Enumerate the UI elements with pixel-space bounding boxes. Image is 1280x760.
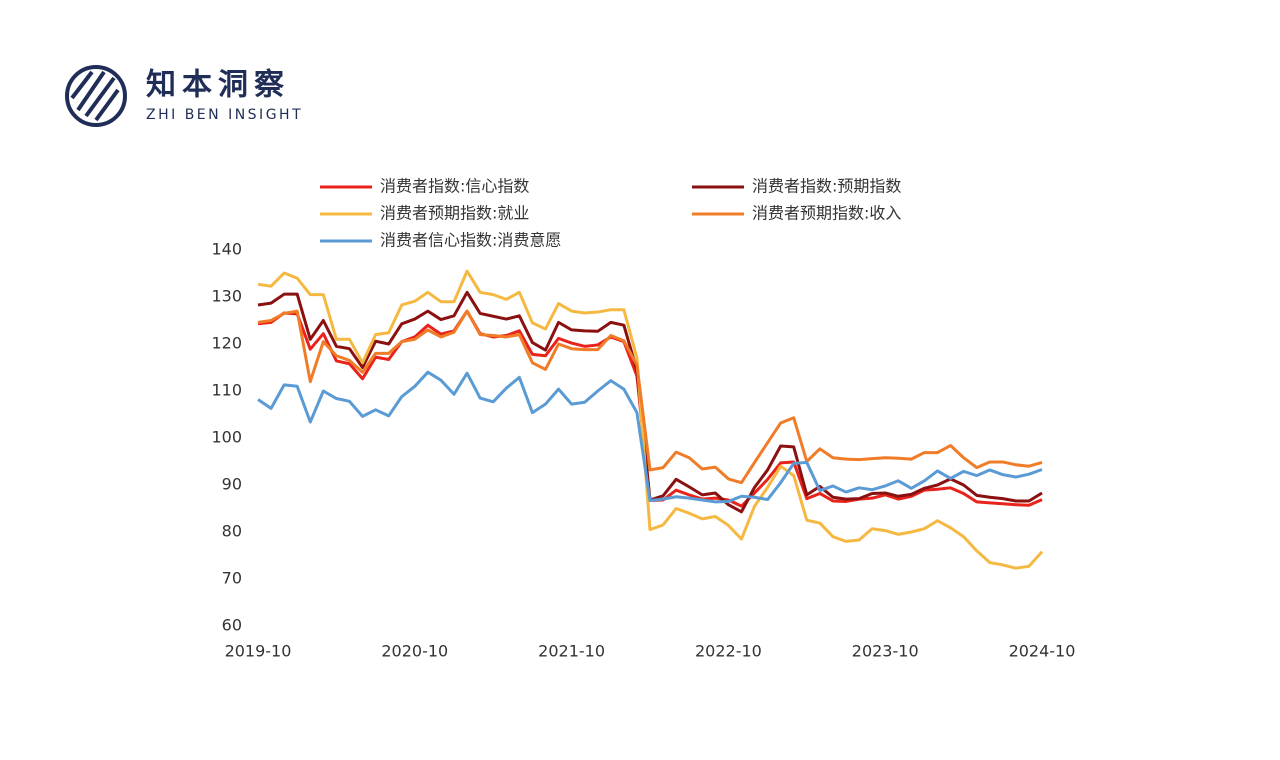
y-tick-label: 110 [211, 381, 242, 400]
x-tick-label: 2022-10 [695, 642, 762, 661]
logo-icon [65, 65, 127, 127]
x-tick-label: 2020-10 [381, 642, 448, 661]
x-tick-label: 2021-10 [538, 642, 605, 661]
y-tick-label: 100 [211, 428, 242, 447]
logo-name: 知本洞察 [146, 68, 290, 103]
x-tick-label: 2023-10 [852, 642, 919, 661]
series-line [257, 290, 1043, 514]
legend-label: 消费者指数:预期指数 [752, 177, 901, 196]
series-line [257, 370, 1043, 504]
series-line [257, 269, 1044, 570]
y-tick-label: 90 [222, 475, 242, 494]
y-tick-label: 140 [211, 240, 242, 259]
legend-label: 消费者指数:信心指数 [380, 177, 529, 196]
x-tick-label: 2019-10 [225, 642, 292, 661]
legend-label: 消费者信心指数:消费意愿 [380, 231, 561, 250]
x-tick-label: 2024-10 [1009, 642, 1076, 661]
y-tick-label: 60 [222, 616, 242, 635]
y-tick-label: 70 [222, 569, 242, 588]
series-line [257, 309, 1043, 485]
y-tick-label: 120 [211, 334, 242, 353]
y-tick-label: 80 [222, 522, 242, 541]
legend-label: 消费者预期指数:收入 [752, 204, 901, 223]
logo-subtitle: ZHI BEN INSIGHT [146, 107, 303, 123]
y-tick-label: 130 [211, 287, 242, 306]
legend-label: 消费者预期指数:就业 [380, 204, 529, 223]
